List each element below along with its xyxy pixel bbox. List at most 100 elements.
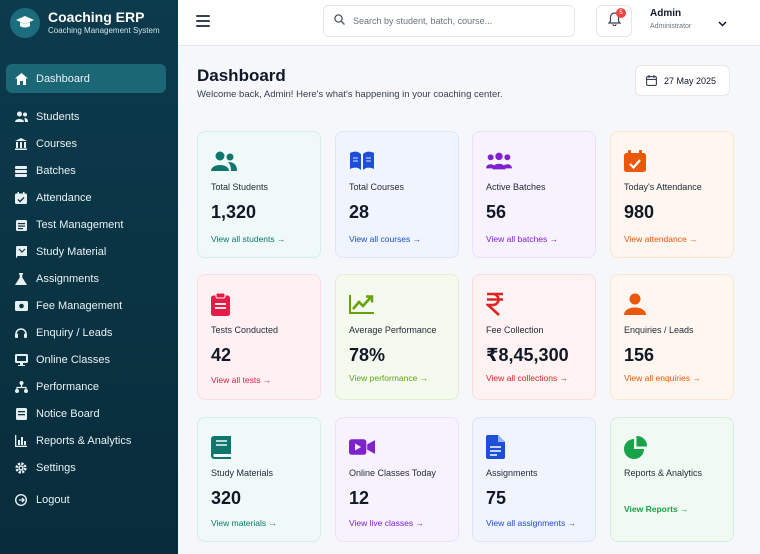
stat-label: Total Courses <box>349 182 405 192</box>
stat-label: Reports & Analytics <box>624 468 703 478</box>
sidebar: Coaching ERP Coaching Management System … <box>0 0 178 554</box>
sidebar-item-courses[interactable]: Courses <box>0 130 178 157</box>
sidebar-item-batches[interactable]: Batches <box>0 157 178 184</box>
menu-icon[interactable] <box>196 14 210 28</box>
stat-label: Active Batches <box>486 182 546 192</box>
stat-value: 156 <box>624 345 655 365</box>
sidebar-item-students[interactable]: Students <box>0 103 178 130</box>
person-icon <box>624 291 650 317</box>
stat-value: 12 <box>349 488 370 508</box>
sidebar-item-fee-management[interactable]: Fee Management <box>0 292 178 319</box>
stat-card-average-performance[interactable]: Average Performance 78% View performance… <box>335 274 459 400</box>
notification-button[interactable]: 5 <box>596 5 632 37</box>
view-all-tests-link[interactable]: View all tests → <box>211 375 272 385</box>
rupee-icon <box>486 291 512 317</box>
book-icon <box>14 245 28 259</box>
clipboard-icon <box>211 291 237 317</box>
stat-card-assignments[interactable]: Assignments 75 View all assignments → <box>472 417 596 542</box>
stat-label: Enquiries / Leads <box>624 325 694 335</box>
sidebar-item-attendance[interactable]: Attendance <box>0 184 178 211</box>
view-reports-link[interactable]: View Reports → <box>624 504 689 514</box>
monitor-icon <box>14 353 28 367</box>
video-icon <box>349 434 375 460</box>
gear-icon <box>14 461 28 475</box>
stat-label: Average Performance <box>349 325 437 335</box>
notification-badge: 5 <box>616 8 626 18</box>
sidebar-item-enquiry-leads[interactable]: Enquiry / Leads <box>0 319 178 346</box>
view-all-enquiries-link[interactable]: View all enquiries → <box>624 373 701 383</box>
current-date: 27 May 2025 <box>664 75 717 86</box>
bar-chart-icon <box>14 434 28 448</box>
calendar-check-icon <box>14 191 28 205</box>
sidebar-item-reports-analytics[interactable]: Reports & Analytics <box>0 427 178 454</box>
sidebar-item-label: Performance <box>36 380 99 393</box>
sidebar-item-label: Students <box>36 110 80 123</box>
stat-card-fee-collection[interactable]: Fee Collection ₹8,45,300 View all collec… <box>472 274 596 400</box>
sidebar-item-label: Assignments <box>36 272 99 285</box>
view-performance-link[interactable]: View performance → <box>349 373 429 383</box>
stat-card-total-courses[interactable]: Total Courses 28 View all courses → <box>335 131 459 258</box>
pie-chart-icon <box>624 434 650 460</box>
sidebar-item-notice-board[interactable]: Notice Board <box>0 400 178 427</box>
sidebar-item-label: Batches <box>36 164 76 177</box>
trend-up-icon <box>349 291 375 317</box>
sidebar-item-label: Reports & Analytics <box>36 434 132 447</box>
brand-subtitle: Coaching Management System <box>48 26 160 35</box>
stat-label: Tests Conducted <box>211 325 279 335</box>
graduation-cap-icon <box>10 8 40 38</box>
sidebar-item-settings[interactable]: Settings <box>0 454 178 481</box>
group-icon <box>486 148 512 174</box>
date-picker[interactable]: 27 May 2025 <box>635 65 730 96</box>
view-all-assignments-link[interactable]: View all assignments → <box>486 518 577 528</box>
sidebar-item-online-classes[interactable]: Online Classes <box>0 346 178 373</box>
sidebar-item-test-management[interactable]: Test Management <box>0 211 178 238</box>
sidebar-item-label: Settings <box>36 461 76 474</box>
stat-label: Total Students <box>211 182 269 192</box>
stat-card-study-materials[interactable]: Study Materials 320 View materials → <box>197 417 321 542</box>
user-role: Administrator <box>650 23 692 30</box>
money-icon <box>14 299 28 313</box>
view-attendance-link[interactable]: View attendance → <box>624 234 698 244</box>
view-materials-link[interactable]: View materials → <box>211 518 277 528</box>
stat-card-online-classes-today[interactable]: Online Classes Today 12 View live classe… <box>335 417 459 542</box>
sidebar-item-label: Study Material <box>36 245 107 258</box>
users-icon <box>14 110 28 124</box>
page-title: Dashboard <box>197 66 286 85</box>
search-input[interactable] <box>353 16 553 26</box>
stat-card-tests-conducted[interactable]: Tests Conducted 42 View all tests → <box>197 274 321 400</box>
stat-value: 42 <box>211 345 232 365</box>
stat-card-todays-attendance[interactable]: Today's Attendance 980 View attendance → <box>610 131 734 258</box>
user-menu[interactable]: Admin Administrator <box>650 8 691 30</box>
view-live-classes-link[interactable]: View live classes → <box>349 518 424 528</box>
clipboard-icon <box>14 218 28 232</box>
stat-card-total-students[interactable]: Total Students 1,320 View all students → <box>197 131 321 258</box>
stat-value: 320 <box>211 488 242 508</box>
stat-card-enquiries-leads[interactable]: Enquiries / Leads 156 View all enquiries… <box>610 274 734 400</box>
book-icon <box>211 434 237 460</box>
sidebar-item-label: Fee Management <box>36 299 123 312</box>
sidebar-item-label: Enquiry / Leads <box>36 326 113 339</box>
sidebar-item-label: Attendance <box>36 191 92 204</box>
search-icon <box>334 12 345 30</box>
sidebar-item-performance[interactable]: Performance <box>0 373 178 400</box>
sidebar-item-assignments[interactable]: Assignments <box>0 265 178 292</box>
home-icon <box>14 72 28 86</box>
open-book-icon <box>349 148 375 174</box>
sidebar-nav: Dashboard Students Courses Batches Atten… <box>0 64 178 513</box>
stat-label: Assignments <box>486 468 538 478</box>
view-all-batches-link[interactable]: View all batches → <box>486 234 559 244</box>
view-all-collections-link[interactable]: View all collections → <box>486 373 569 383</box>
chevron-down-icon[interactable] <box>718 14 727 32</box>
stat-label: Study Materials <box>211 468 274 478</box>
brand[interactable]: Coaching ERP Coaching Management System <box>0 0 178 46</box>
sidebar-item-study-material[interactable]: Study Material <box>0 238 178 265</box>
stat-card-reports-analytics[interactable]: Reports & Analytics View Reports → <box>610 417 734 542</box>
stat-card-active-batches[interactable]: Active Batches 56 View all batches → <box>472 131 596 258</box>
sidebar-item-dashboard[interactable]: Dashboard <box>6 64 166 93</box>
search-box[interactable] <box>323 5 575 37</box>
logout-icon <box>14 493 28 507</box>
sidebar-item-logout[interactable]: Logout <box>0 486 178 513</box>
layers-icon <box>14 164 28 178</box>
view-all-courses-link[interactable]: View all courses → <box>349 234 422 244</box>
view-all-students-link[interactable]: View all students → <box>211 234 286 244</box>
